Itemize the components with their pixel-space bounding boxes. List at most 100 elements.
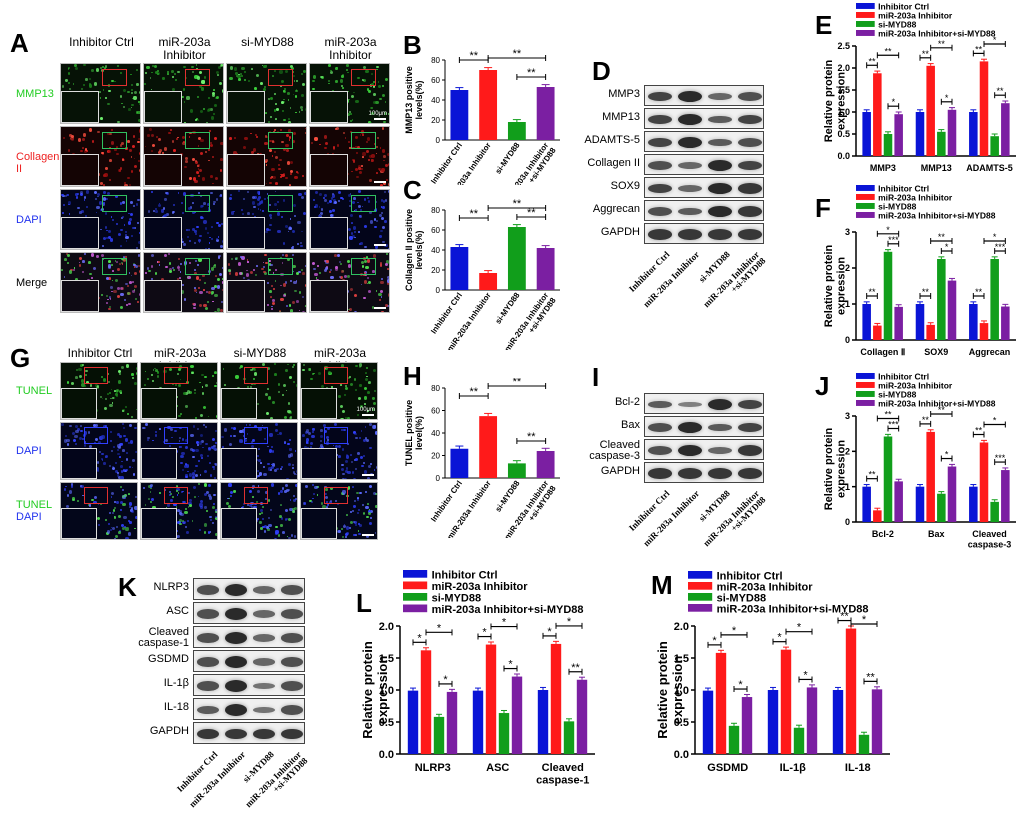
x-tick-label: MMP13 [921,163,952,173]
scale-bar [374,244,386,246]
protein-band [678,90,702,103]
panel-letter-g: G [10,343,31,373]
significance-mark: * [437,622,442,634]
y-axis-label: MMP13 positivelevels(%) [404,66,424,134]
panel-letter-f: F [815,193,831,223]
panel-letter-e: E [815,10,833,40]
magnified-inset [141,508,178,539]
y-tick-label: 20 [431,266,440,275]
protein-band [738,399,762,410]
micrograph-cell [140,422,218,480]
significance-mark: ** [527,207,536,219]
magnified-inset [301,448,338,479]
micrograph-cell [226,126,307,187]
column-header: si-MYD88 [233,346,287,360]
bar-gsdmd-inhibitor-ctrl [702,690,714,754]
bar-mmp3-mir-203a-inhibitor [873,73,882,156]
protein-band [197,633,219,643]
blot-row-label: MMP3 [608,87,640,100]
significance-mark: * [862,614,867,626]
x-tick-label: IL-1β [780,762,807,774]
y-tick-label: 0.0 [379,749,394,761]
x-tick-label: Cleaved caspase-1 [536,762,589,787]
scale-bar [374,118,386,120]
magnified-inset [310,279,348,312]
micrograph-cell: 100μm [309,63,390,124]
micrograph-cell [60,252,141,313]
row-label: Collagen II [16,151,64,175]
protein-band [253,706,275,714]
micrograph-cell [300,422,378,480]
y-tick-label: 0 [436,136,441,145]
panel-letter-j: J [815,371,830,401]
magnified-inset [310,153,348,186]
legend-label: miR-203a Inhibitor+si-MYD88 [878,210,996,220]
row-label-text: Collagen II [16,150,60,175]
row-label: Merge [16,277,64,289]
bar-cleaved-caspase-1-si-myd88 [563,721,575,754]
protein-band [225,680,247,692]
legend-swatch [403,581,428,590]
y-tick-label: 80 [431,384,440,393]
y-tick-label: 1.0 [837,107,850,117]
y-tick-label: 1.5 [837,85,850,95]
significance-mark: ** [868,470,876,480]
magnified-inset [61,216,99,249]
bar-mir-203a-inhibitor-si-myd88 [536,248,555,290]
legend-swatch [856,12,875,18]
significance-mark: * [803,669,808,681]
blot-strip [193,674,305,696]
y-tick-label: 40 [431,246,440,255]
legend-swatch [856,203,875,209]
bar-bax-mir-203a-inhibitor-si-myd88 [947,466,957,522]
blot-strip [193,722,305,744]
micrograph-cell [60,189,141,250]
micrograph-cell [140,362,218,420]
significance-mark: * [993,232,997,242]
row-label: TUNEL [16,385,64,397]
protein-band [738,138,762,147]
region-of-interest-box [102,257,128,276]
protein-band [648,137,672,148]
y-axis-label: Relative proteinexpression [655,641,685,739]
panel-letter-c: C [403,175,422,205]
region-of-interest-box [185,257,211,276]
row-label: DAPI [16,214,64,226]
region-of-interest-box [323,427,349,445]
bar-sox9-mir-203a-inhibitor [926,324,935,340]
protein-band [678,401,702,408]
region-of-interest-box [163,367,189,385]
scale-bar [374,181,386,183]
significance-mark: ** [922,49,930,59]
significance-mark: * [732,625,737,637]
row-label: DAPI [16,445,64,457]
lane-label: miR-203a Inhibitor +si-MYD88 [701,488,768,549]
bar-collagen-inhibitor-ctrl [862,304,871,340]
column-header: Inhibitor Ctrl [69,35,134,49]
y-tick-label: 2 [845,446,850,456]
blot-row-label: IL-18 [163,701,189,713]
legend-swatch [403,593,428,601]
bar-adamts-5-mir-203a-inhibitor [979,61,989,156]
protein-band [281,609,303,619]
protein-band [648,183,672,194]
significance-mark: * [945,93,949,103]
row-label: MMP13 [16,88,64,100]
panel-letter-k: K [118,572,137,602]
x-tick-label: GSDMD [707,762,748,774]
magnified-inset [310,90,348,123]
bar-asc-mir-203a-inhibitor [485,644,497,754]
y-tick-label: 1.0 [379,685,394,697]
region-of-interest-box [351,194,377,213]
bar-inhibitor-ctrl [450,90,469,140]
blot-strip [644,393,764,414]
significance-mark: * [482,627,487,639]
bar-mir-203a-inhibitor [479,416,498,478]
blot-row-label: Cleaved caspase-1 [138,626,189,649]
protein-band [197,681,219,691]
bar-bax-inhibitor-ctrl [915,486,925,522]
protein-band [678,207,702,216]
significance-mark: ** [868,56,876,66]
region-of-interest-box [243,487,269,505]
